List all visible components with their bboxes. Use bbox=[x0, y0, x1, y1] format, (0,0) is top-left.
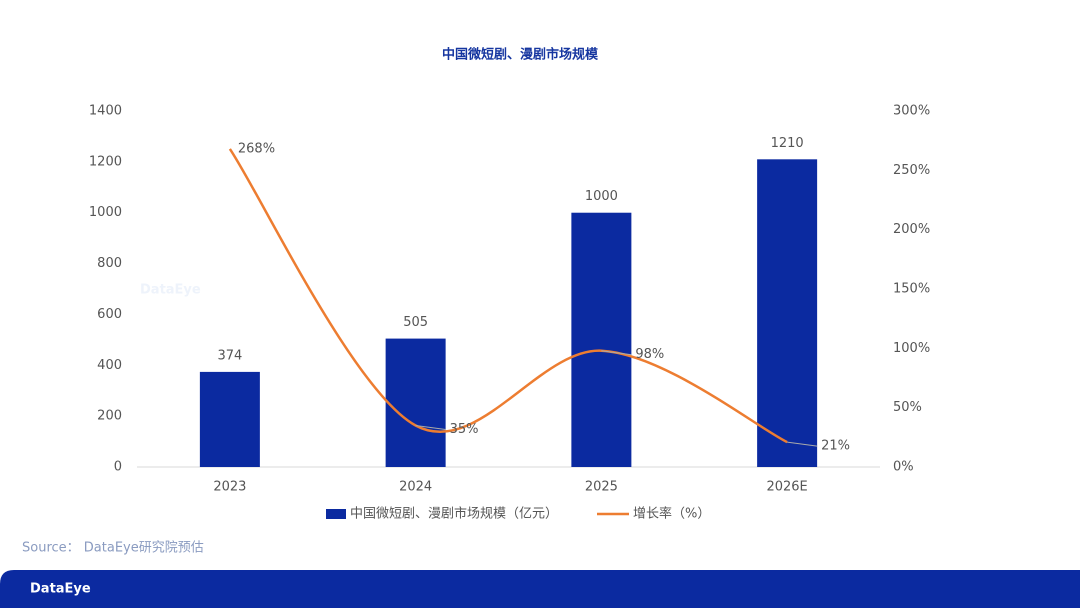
line bbox=[228, 148, 788, 444]
y2-tick-label: 250% bbox=[893, 163, 930, 178]
chart-title: 中国微短剧、漫剧市场规模 bbox=[442, 47, 599, 63]
line-value-label: 98% bbox=[635, 347, 664, 362]
bar bbox=[385, 338, 446, 467]
y-tick-label: 200 bbox=[97, 409, 122, 424]
y-tick-label: 1400 bbox=[89, 104, 122, 119]
legend-label: 增长率（%） bbox=[633, 506, 710, 522]
y2-tick-label: 50% bbox=[893, 400, 922, 415]
source: Source： DataEye研究院预估 bbox=[22, 541, 204, 556]
leader-line bbox=[415, 424, 446, 430]
x-tick-label: 2026E bbox=[766, 480, 807, 495]
y2-tick-label: 0% bbox=[893, 460, 914, 475]
bar-value-label: 505 bbox=[403, 315, 428, 330]
y2-tick-label: 150% bbox=[893, 282, 930, 297]
y-tick-label: 800 bbox=[97, 256, 122, 271]
legend-swatch bbox=[326, 509, 346, 519]
line-value-label: 268% bbox=[238, 141, 275, 156]
legend-label: 中国微短剧、漫剧市场规模（亿元） bbox=[350, 506, 558, 522]
y-tick-label: 1200 bbox=[89, 154, 122, 169]
leader-line bbox=[601, 350, 632, 356]
bar-value-label: 1000 bbox=[585, 189, 618, 204]
x-tick-label: 2024 bbox=[399, 480, 432, 495]
y-tick-label: 1000 bbox=[89, 205, 122, 220]
footer-logo: DataEye bbox=[30, 582, 91, 597]
y-tick-label: 400 bbox=[97, 358, 122, 373]
x-tick-label: 2025 bbox=[585, 480, 618, 495]
y-tick-label: 0 bbox=[114, 460, 122, 475]
watermark: DataEye bbox=[140, 283, 201, 298]
line-value-label: 35% bbox=[450, 422, 479, 437]
y2-tick-label: 100% bbox=[893, 341, 930, 356]
bar bbox=[199, 371, 260, 467]
y2-tick-label: 300% bbox=[893, 104, 930, 119]
bar bbox=[571, 212, 632, 467]
bar-value-label: 1210 bbox=[771, 136, 804, 151]
bar bbox=[757, 159, 818, 468]
x-tick-label: 2023 bbox=[213, 480, 246, 495]
leader-line bbox=[787, 441, 818, 447]
bar-value-label: 374 bbox=[217, 348, 242, 363]
footer-bar bbox=[0, 570, 1080, 608]
line-value-label: 21% bbox=[821, 439, 850, 454]
y2-tick-label: 200% bbox=[893, 222, 930, 237]
y-tick-label: 600 bbox=[97, 307, 122, 322]
